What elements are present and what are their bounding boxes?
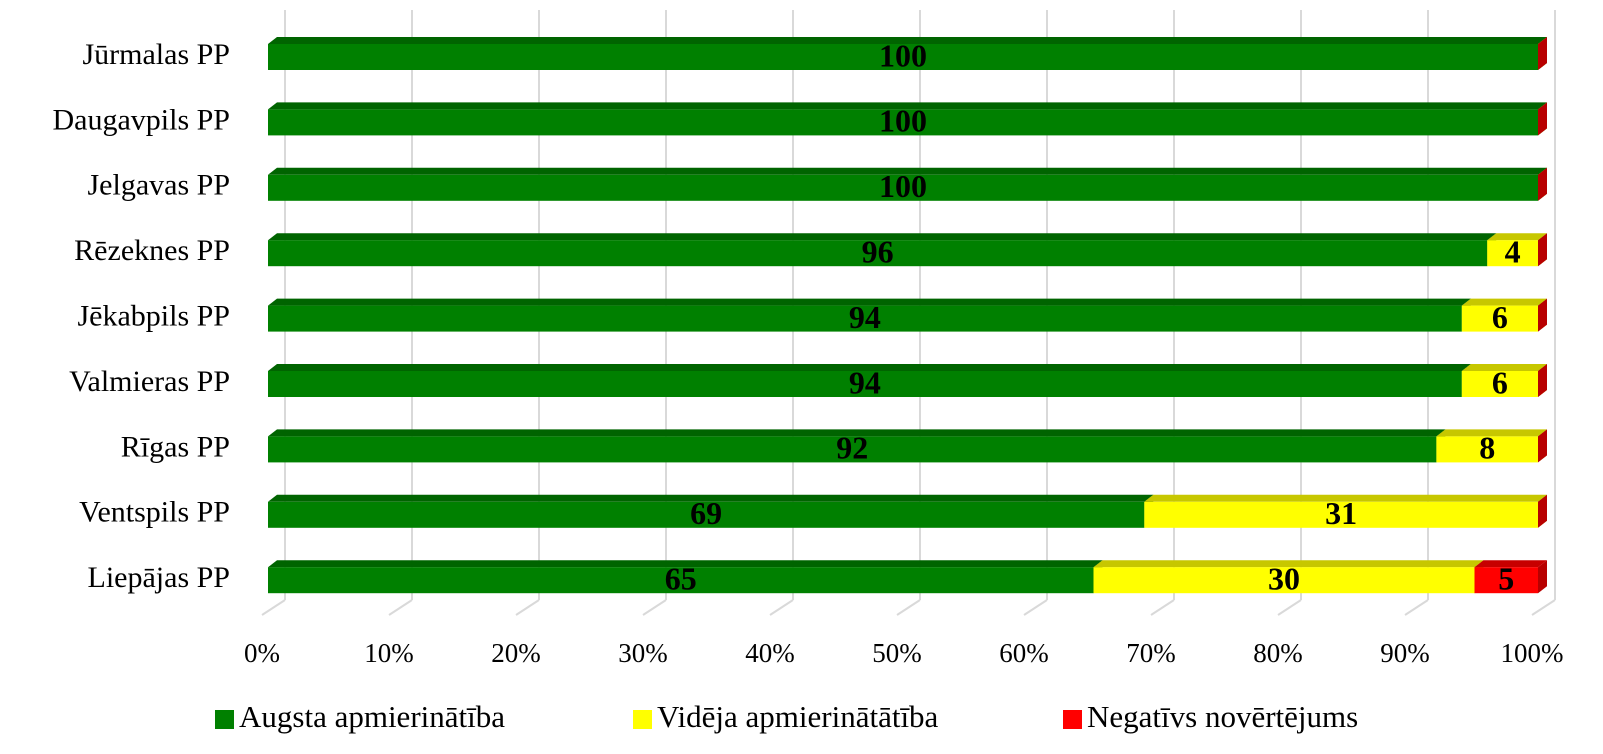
bar	[268, 567, 1094, 594]
legend-swatch	[633, 710, 652, 729]
bar-side	[1538, 167, 1547, 201]
x-tick-label: 100%	[1501, 638, 1564, 668]
legend-label: Augsta apmierinātība	[239, 699, 505, 734]
data-label: 8	[1479, 430, 1495, 466]
category-label: Jelgavas PP	[88, 169, 231, 202]
x-tick-label: 60%	[999, 638, 1049, 668]
grid-floor-line	[1023, 599, 1048, 616]
x-tick-label: 50%	[872, 638, 922, 668]
grid-floor-line	[642, 599, 667, 616]
bar	[268, 371, 1462, 397]
bar	[268, 240, 1488, 267]
grid-floor-line	[388, 599, 413, 616]
legend-label: Vidēja apmierinātātība	[657, 699, 939, 734]
x-tick-label: 90%	[1380, 638, 1430, 668]
x-tick-label: 70%	[1126, 638, 1176, 668]
bar-side	[1538, 494, 1547, 528]
data-label: 100	[879, 37, 927, 73]
data-label: 65	[665, 561, 697, 597]
bar-top	[268, 233, 1497, 241]
category-label: Rīgas PP	[121, 430, 230, 463]
bar-side	[1538, 298, 1547, 332]
bar	[268, 109, 1538, 136]
data-label: 100	[879, 103, 927, 139]
data-label: 6	[1492, 299, 1508, 335]
data-label: 30	[1268, 561, 1300, 597]
data-label: 31	[1325, 495, 1357, 531]
data-label: 100	[879, 168, 927, 204]
grid-floor-line	[1404, 599, 1429, 616]
category-label: Daugavpils PP	[52, 103, 230, 136]
grid-floor-line	[261, 599, 286, 616]
bar-top	[1474, 560, 1547, 568]
bar-side	[1538, 364, 1547, 397]
grid-floor-line	[769, 599, 794, 616]
data-label: 94	[849, 299, 881, 335]
grid-floor-line	[1277, 599, 1302, 616]
category-label: Jēkabpils PP	[77, 299, 230, 332]
bar-top	[268, 429, 1446, 437]
bar-side	[1538, 233, 1547, 267]
data-label: 69	[690, 495, 722, 531]
x-tick-label: 80%	[1253, 638, 1303, 668]
x-tick-label: 40%	[745, 638, 795, 668]
category-label: Valmieras PP	[69, 365, 230, 398]
bar-top	[268, 167, 1547, 175]
x-tick-label: 20%	[491, 638, 541, 668]
bar-side	[1538, 560, 1547, 594]
grid-floor-line	[1150, 599, 1175, 616]
data-label: 92	[836, 430, 868, 466]
bar	[1093, 567, 1475, 594]
bar	[268, 501, 1145, 528]
bar	[1144, 501, 1538, 528]
bar-top	[1461, 364, 1547, 371]
category-label: Ventspils PP	[79, 496, 230, 529]
x-tick-label: 30%	[618, 638, 668, 668]
grid-floor-line	[515, 599, 540, 616]
bar-side	[1538, 429, 1547, 463]
x-tick-label: 10%	[364, 638, 414, 668]
bar-top	[1487, 233, 1547, 241]
bar	[1461, 305, 1538, 332]
bar	[268, 44, 1538, 70]
data-label: 96	[862, 234, 894, 270]
legend-label: Negatīvs novērtējums	[1087, 699, 1358, 734]
bar	[1474, 567, 1538, 594]
bar-top	[268, 37, 1547, 44]
bar-top	[268, 102, 1547, 110]
legend-swatch	[215, 710, 234, 729]
bar-top	[1144, 494, 1547, 502]
grid-floor-line	[896, 599, 921, 616]
grid-floor-line	[1531, 599, 1556, 616]
bar	[1487, 240, 1538, 267]
bar-top	[268, 560, 1103, 568]
x-tick-label: 0%	[244, 638, 280, 668]
category-label: Jūrmalas PP	[82, 38, 230, 71]
bar-side	[1538, 102, 1547, 136]
bar	[1461, 371, 1538, 397]
bar	[268, 436, 1437, 463]
data-label: 94	[849, 364, 881, 400]
bar-top	[1436, 429, 1547, 437]
bar-top	[1093, 560, 1484, 568]
data-label: 6	[1492, 364, 1508, 400]
data-label: 4	[1505, 234, 1521, 270]
bar	[268, 174, 1538, 201]
bar	[1436, 436, 1538, 463]
bar-top	[268, 494, 1154, 502]
data-label: 5	[1498, 561, 1514, 597]
bar-top	[268, 298, 1471, 306]
legend-swatch	[1063, 710, 1082, 729]
bar-side	[1538, 37, 1547, 70]
bar	[268, 305, 1462, 332]
category-label: Rēzeknes PP	[74, 234, 230, 267]
bar-top	[1461, 298, 1547, 306]
category-label: Liepājas PP	[88, 561, 231, 594]
bar-top	[268, 364, 1471, 371]
